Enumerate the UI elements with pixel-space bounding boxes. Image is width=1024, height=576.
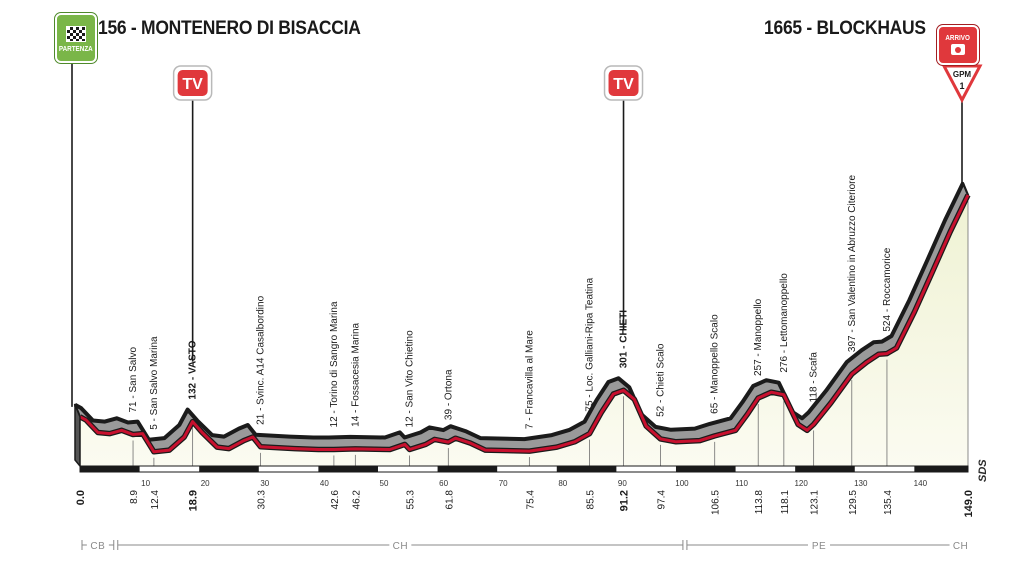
province-label-bg [808, 538, 831, 552]
km-tick-label: 30 [260, 479, 269, 488]
km-distance-label: 113.8 [754, 490, 765, 515]
km-tick-label: 70 [499, 479, 508, 488]
km-distance-label: 106.5 [711, 490, 722, 515]
road-top-edge [74, 182, 965, 442]
province-code: PE [812, 541, 826, 552]
km-distance-label: 91.2 [619, 490, 631, 511]
waypoint-label: 39 - Ortona [443, 369, 454, 420]
start-title: 156 - MONTENERO DI BISACCIA [98, 18, 361, 39]
km-distance-label: 0.0 [75, 490, 87, 505]
km-distance-label: 30.3 [257, 490, 268, 510]
tv-badge-inner [177, 70, 208, 96]
waypoint-label: 21 - Svinc. A14 Casalbordino [256, 295, 267, 424]
province-label-bg [949, 538, 972, 552]
profile-area [80, 195, 968, 466]
waypoint-label: 257 - Manoppello [753, 298, 764, 376]
km-bar-segment [914, 466, 968, 472]
km-distance-label: 97.4 [656, 490, 667, 510]
waypoint-label: 12 - San Vito Chietino [405, 330, 416, 428]
finish-badge-label: ARRIVO [945, 35, 971, 42]
waypoint-label: 276 - Lettomanoppello [779, 273, 790, 373]
waypoint-label: 12 - Torino di Sangro Marina [329, 301, 340, 427]
km-distance-label: 135.4 [883, 490, 894, 515]
km-bar-segment [318, 466, 378, 472]
km-distance-label: 118.1 [780, 490, 791, 515]
waypoint-label: 118 - Scafa [809, 352, 820, 403]
km-bar-segment [80, 466, 140, 472]
sds-watermark: SDS [977, 459, 989, 482]
checkered-flag-icon [66, 25, 86, 42]
km-tick-label: 20 [201, 479, 210, 488]
finish-badge: ARRIVO [937, 25, 979, 65]
km-tick-label: 40 [320, 479, 329, 488]
km-tick-label: 90 [618, 479, 627, 488]
waypoint-label: 14 - Fossacesia Marina [350, 322, 361, 426]
gpm-triangle [941, 64, 983, 104]
gpm-label: GPM [953, 70, 972, 79]
tv-badge-inner [608, 70, 639, 96]
waypoint-label: 132 - VASTO [188, 340, 199, 399]
km-tick-label: 100 [675, 479, 689, 488]
km-distance-label: 75.4 [525, 490, 536, 510]
km-distance-label: 129.5 [848, 490, 859, 515]
province-code: CB [90, 541, 105, 552]
waypoint-label: 301 - CHIETI [619, 310, 630, 369]
finish-title: 1665 - BLOCKHAUS [764, 18, 926, 39]
km-tick-label: 50 [380, 479, 389, 488]
km-tick-label: 120 [794, 479, 808, 488]
km-tick-label: 110 [735, 479, 748, 488]
km-tick-label: 140 [914, 479, 928, 488]
km-distance-label: 12.4 [150, 490, 161, 510]
waypoint-label: 52 - Chieti Scalo [655, 343, 666, 417]
waypoint-label: 71 - San Salvo [128, 346, 139, 412]
km-bar-segment [556, 466, 617, 472]
km-bar-segment [437, 466, 498, 472]
km-bar-segment [199, 466, 259, 472]
gpm-category: 1 [959, 81, 964, 91]
waypoint-label: 75 - Loc. Galliani-Ripa Teatina [585, 277, 596, 411]
province-label-bg [86, 538, 109, 552]
waypoint-label: 5 - San Salvo Marina [149, 336, 160, 430]
km-tick-label: 130 [854, 479, 868, 488]
start-wall [74, 404, 81, 469]
province-label-bg [389, 538, 412, 552]
province-code: CH [393, 541, 408, 552]
km-distance-label: 85.5 [586, 490, 597, 510]
km-tick-label: 60 [439, 479, 448, 488]
waypoint-label: 397 - San Valentino in Abruzzo Citeriore [847, 174, 858, 352]
tv-label: TV [182, 76, 203, 93]
km-distance-label: 42.6 [330, 490, 341, 510]
km-distance-label: 8.9 [129, 490, 140, 504]
province-code: CH [953, 541, 968, 552]
route-line [79, 194, 970, 454]
km-distance-label: 149.0 [963, 490, 975, 518]
waypoint-label: 524 - Roccamorice [882, 247, 893, 331]
km-distance-label: 61.8 [444, 490, 455, 510]
km-distance-label: 123.1 [810, 490, 821, 515]
start-badge-label: PARTENZA [59, 45, 93, 53]
start-flag-badge: PARTENZA [55, 13, 97, 63]
km-distance-label: 55.3 [406, 490, 417, 510]
waypoint-label: 7 - Francavilla al Mare [524, 330, 535, 429]
km-bar-segment [675, 466, 736, 472]
camera-icon [951, 44, 965, 55]
tv-label: TV [613, 76, 634, 93]
km-tick-label: 10 [141, 479, 150, 488]
km-distance-label: 46.2 [351, 490, 362, 510]
km-tick-label: 80 [558, 479, 567, 488]
km-distance-label: 18.9 [188, 490, 200, 511]
km-bar-segment [795, 466, 855, 472]
waypoint-label: 65 - Manoppello Scalo [710, 314, 721, 414]
